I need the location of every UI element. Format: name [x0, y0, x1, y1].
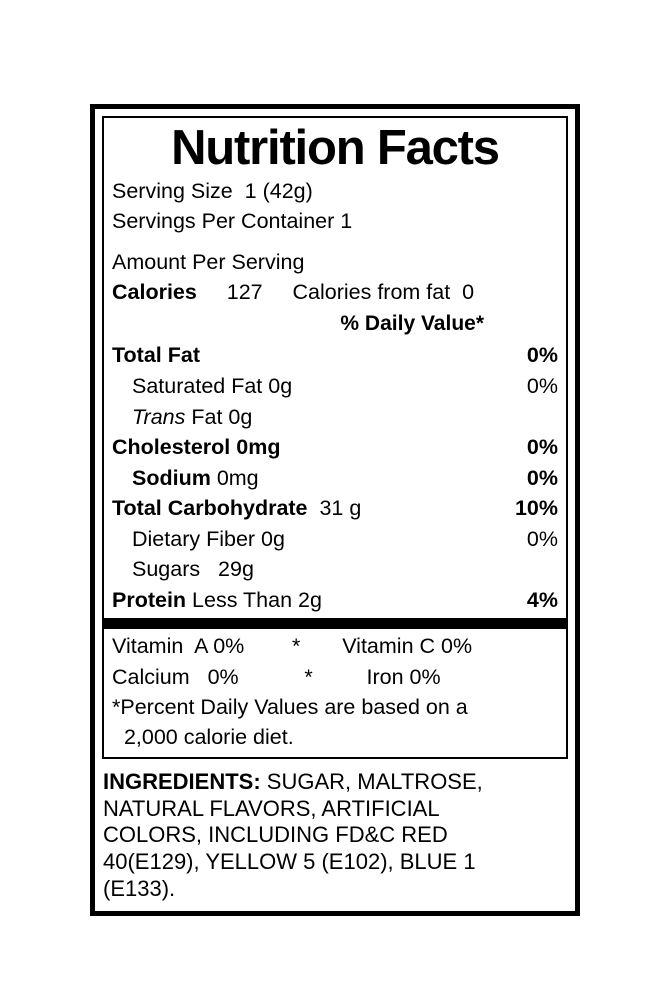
nutrient-rows: Total Fat 0% Saturated Fat 0g 0% Trans Fat 0…	[112, 340, 558, 615]
nutrient-row: Total Carbohydrate 31 g 10%	[112, 493, 558, 524]
nutrient-label: Protein Less Than 2g	[112, 587, 322, 612]
ingredients-text: INGREDIENTS: SUGAR, MALTROSE, NATURAL FLA…	[103, 769, 569, 903]
nutrient-label-italic: Trans	[132, 404, 186, 429]
calories-row: Calories 127 Calories from fat 0	[112, 277, 558, 308]
vitamin-row-1: Vitamin A 0% * Vitamin C 0%	[112, 634, 473, 659]
daily-value-header: % Daily Value*	[340, 311, 484, 335]
nutrient-percent: 0%	[526, 435, 558, 460]
page-title: Nutrition Facts	[171, 121, 500, 175]
nutrient-amount: 31 g	[307, 496, 362, 521]
footnote-line-2: 2,000 calorie diet.	[112, 725, 294, 750]
vitamins-block: Vitamin A 0% * Vitamin C 0% Calcium 0% *…	[112, 629, 558, 753]
nutrient-label: Dietary Fiber 0g	[132, 526, 285, 551]
nutrient-label: Sugars 29g	[132, 557, 254, 582]
nutrient-row: Cholesterol 0mg 0%	[112, 432, 558, 463]
nutrient-percent: 0%	[526, 343, 558, 368]
nutrient-percent: 0%	[526, 374, 558, 398]
nutrient-label: Total Fat	[112, 343, 200, 368]
ingredients-heading: INGREDIENTS:	[103, 768, 261, 794]
nutrient-label: Saturated Fat 0g	[132, 374, 293, 398]
ingredients-line: NATURAL FLAVORS, ARTIFICIAL	[103, 795, 440, 821]
nutrient-row: Total Fat 0%	[112, 340, 558, 371]
nutrition-panel: Nutrition Facts Serving Size 1 (42g) Ser…	[102, 116, 568, 759]
ingredients-line: (E133).	[103, 876, 176, 902]
nutrient-label: Total Carbohydrate 31 g	[112, 496, 362, 521]
nutrient-row: Sodium 0mg 0%	[112, 463, 558, 494]
ingredients-line: INGREDIENTS: SUGAR, MALTROSE,	[103, 768, 483, 794]
ingredients-section: INGREDIENTS: SUGAR, MALTROSE, NATURAL FLA…	[95, 759, 575, 911]
nutrition-facts-label: Nutrition Facts Serving Size 1 (42g) Ser…	[90, 104, 580, 916]
nutrient-percent: 0%	[526, 526, 558, 551]
nutrient-percent: 4%	[526, 587, 558, 612]
nutrient-row: Protein Less Than 2g 4%	[112, 585, 558, 616]
serving-size: Serving Size 1 (42g)	[112, 179, 313, 203]
nutrient-label: Trans Fat 0g	[132, 404, 253, 429]
vitamin-row-2: Calcium 0% * Iron 0%	[112, 665, 441, 690]
nutrient-percent: 0%	[526, 465, 558, 490]
nutrient-row: Trans Fat 0g	[112, 402, 558, 433]
calories-spacer	[197, 280, 227, 304]
footnote-line-1: *Percent Daily Values are based on a	[112, 695, 468, 720]
nutrient-amount: 0mg	[210, 465, 259, 490]
calories-label: Calories	[112, 279, 197, 304]
ingredients-line: COLORS, INCLUDING FD&C RED	[103, 822, 448, 848]
nutrient-row: Saturated Fat 0g 0%	[112, 371, 558, 402]
amount-per-serving-label: Amount Per Serving	[112, 249, 305, 274]
nutrient-row: Sugars 29g	[112, 554, 558, 585]
section-divider-bar	[104, 618, 566, 630]
calories-spacer-2	[263, 280, 293, 304]
nutrient-label: Cholesterol 0mg	[112, 435, 281, 460]
nutrient-label: Sodium 0mg	[132, 465, 259, 490]
ingredients-line: 40(E129), YELLOW 5 (E102), BLUE 1	[103, 849, 476, 875]
nutrient-percent: 10%	[514, 496, 558, 521]
spacer	[112, 237, 558, 248]
nutrient-amount: Less Than 2g	[186, 587, 322, 612]
calories-from-fat: Calories from fat 0	[292, 279, 475, 304]
calories-value: 127	[226, 279, 263, 304]
nutrient-row: Dietary Fiber 0g 0%	[112, 524, 558, 555]
servings-per-container: Servings Per Container 1	[112, 208, 353, 233]
